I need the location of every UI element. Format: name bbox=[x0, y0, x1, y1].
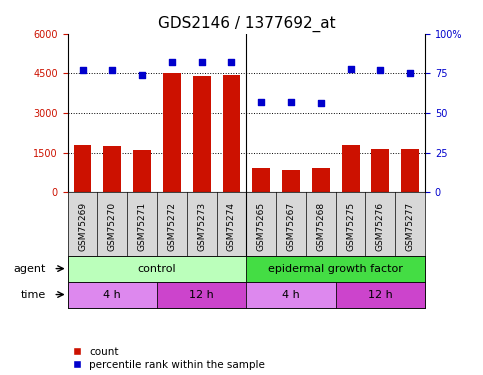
Bar bbox=[223, 75, 241, 192]
Text: GSM75270: GSM75270 bbox=[108, 202, 117, 251]
FancyBboxPatch shape bbox=[336, 282, 425, 308]
Text: 12 h: 12 h bbox=[189, 290, 214, 300]
Text: control: control bbox=[138, 264, 176, 274]
Bar bbox=[133, 150, 151, 192]
Bar bbox=[252, 168, 270, 192]
Text: GSM75267: GSM75267 bbox=[286, 202, 296, 251]
Point bbox=[138, 72, 146, 78]
Bar bbox=[401, 150, 419, 192]
Bar bbox=[163, 74, 181, 192]
Bar bbox=[103, 146, 121, 192]
Text: GSM75274: GSM75274 bbox=[227, 202, 236, 251]
Text: 4 h: 4 h bbox=[103, 290, 121, 300]
Bar bbox=[341, 145, 359, 192]
Text: agent: agent bbox=[14, 264, 46, 274]
Point bbox=[347, 66, 355, 72]
FancyBboxPatch shape bbox=[68, 256, 246, 282]
Bar bbox=[73, 145, 91, 192]
Point bbox=[317, 100, 325, 106]
Point bbox=[198, 59, 206, 65]
Point bbox=[377, 67, 384, 73]
Text: GSM75271: GSM75271 bbox=[138, 202, 146, 251]
Point bbox=[227, 59, 235, 65]
Text: epidermal growth factor: epidermal growth factor bbox=[268, 264, 403, 274]
Text: GSM75273: GSM75273 bbox=[197, 202, 206, 251]
Text: 12 h: 12 h bbox=[368, 290, 393, 300]
Text: GSM75265: GSM75265 bbox=[257, 202, 266, 251]
Point bbox=[168, 59, 176, 65]
FancyBboxPatch shape bbox=[157, 282, 246, 308]
Text: GSM75269: GSM75269 bbox=[78, 202, 87, 251]
Text: GSM75268: GSM75268 bbox=[316, 202, 325, 251]
Legend: count, percentile rank within the sample: count, percentile rank within the sample bbox=[73, 346, 265, 370]
Text: 4 h: 4 h bbox=[282, 290, 300, 300]
Point bbox=[287, 99, 295, 105]
Text: GSM75277: GSM75277 bbox=[406, 202, 414, 251]
Title: GDS2146 / 1377692_at: GDS2146 / 1377692_at bbox=[157, 16, 335, 32]
Text: GSM75275: GSM75275 bbox=[346, 202, 355, 251]
Bar bbox=[193, 76, 211, 192]
Point bbox=[79, 67, 86, 73]
Bar bbox=[282, 170, 300, 192]
Point bbox=[108, 67, 116, 73]
FancyBboxPatch shape bbox=[246, 282, 336, 308]
Point bbox=[257, 99, 265, 105]
Text: time: time bbox=[21, 290, 46, 300]
Bar bbox=[371, 148, 389, 192]
FancyBboxPatch shape bbox=[68, 282, 157, 308]
Text: GSM75276: GSM75276 bbox=[376, 202, 385, 251]
FancyBboxPatch shape bbox=[246, 256, 425, 282]
Text: GSM75272: GSM75272 bbox=[168, 202, 176, 251]
Point bbox=[406, 70, 414, 76]
Bar bbox=[312, 168, 330, 192]
